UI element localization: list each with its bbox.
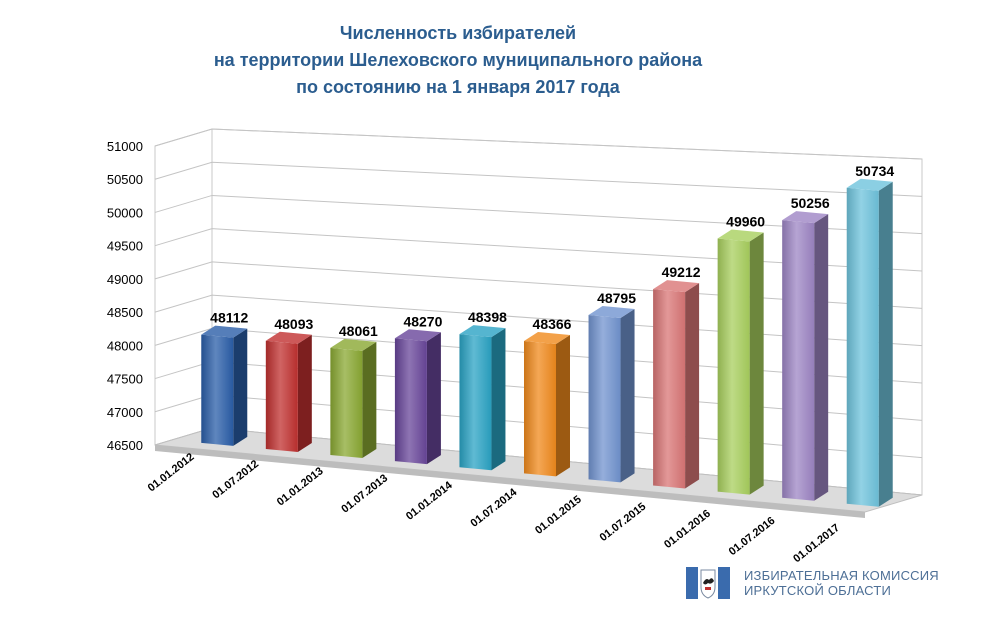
bar [782,211,829,501]
category-label: 01.01.2017 [791,522,842,565]
commission-logo: ИЗБИРАТЕЛЬНАЯ КОМИССИЯ ИРКУТСКОЙ ОБЛАСТИ [686,567,939,599]
y-tick-label: 47500 [107,372,143,387]
y-tick-label: 48000 [107,338,143,353]
bar [330,338,377,459]
category-label: 01.01.2013 [275,465,326,508]
chart-title-line-1: Численность избирателей [339,23,577,43]
chart-title-line-2: на территории Шелеховского муниципальног… [213,50,703,70]
bar [459,325,506,471]
category-label: 01.01.2012 [146,451,197,494]
data-label: 48398 [468,309,507,325]
y-tick-label: 50500 [107,172,143,187]
data-label: 48795 [597,290,636,306]
gridline [154,194,923,235]
y-tick-label: 47000 [107,405,143,420]
y-tick-label: 51000 [107,139,143,154]
data-label: 50256 [791,195,830,211]
bar [588,305,635,483]
bar [394,329,441,465]
data-label: 50734 [855,163,894,179]
category-label: 01.07.2016 [727,515,778,558]
data-label: 48112 [210,310,248,326]
logo-line-1: ИЗБИРАТЕЛЬНАЯ КОМИССИЯ [744,568,939,583]
gridline [154,128,923,160]
y-tick-label: 49500 [107,239,143,254]
category-label: 01.07.2013 [339,472,390,515]
data-label: 48366 [533,316,572,332]
bar [524,332,570,477]
category-label: 01.07.2015 [598,501,649,544]
category-label: 01.01.2014 [404,479,455,523]
gridline [154,161,923,197]
data-label: 48093 [274,316,313,332]
bar [653,280,700,489]
category-label: 01.01.2016 [662,508,713,551]
bar [846,178,893,507]
data-label: 49212 [662,264,701,280]
chart-title-line-3: по состоянию на 1 января 2017 года [296,77,620,97]
logo-line-2: ИРКУТСКОЙ ОБЛАСТИ [744,583,892,598]
category-label: 01.07.2012 [210,458,261,501]
bar [265,331,312,452]
bar [201,325,248,446]
gridline [154,228,923,272]
bar [717,229,764,495]
chart-floor-edge [155,445,865,518]
chart-title: Численность избирателей на территории Ше… [0,20,916,101]
category-label: 01.01.2015 [533,494,584,537]
y-tick-label: 50000 [107,205,143,220]
y-tick-label: 46500 [107,438,143,453]
y-tick-label: 49000 [107,272,143,287]
coat-of-arms-icon [686,567,730,599]
data-label: 49960 [726,214,765,230]
data-label: 48270 [403,313,442,329]
category-label: 01.07.2014 [468,486,519,530]
y-tick-label: 48500 [107,305,143,320]
data-label: 48061 [339,323,378,339]
